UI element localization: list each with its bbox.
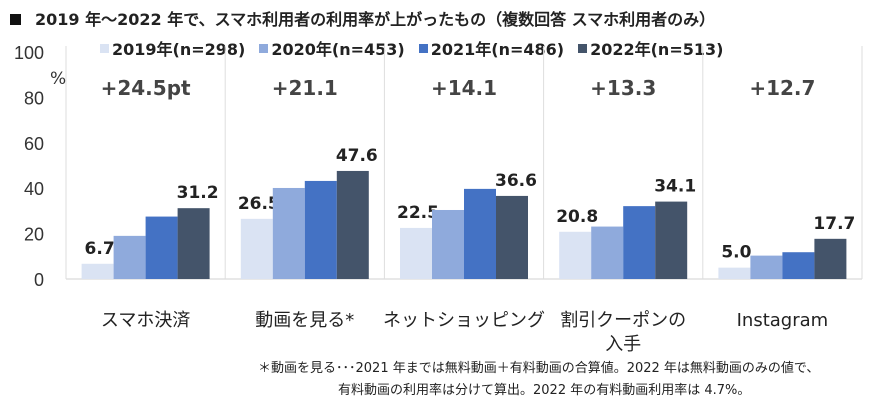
bar	[400, 227, 432, 279]
data-label: 47.6	[336, 146, 378, 166]
legend-item: 2022年(n=513)	[578, 36, 723, 60]
x-tick-label: 入手	[605, 334, 641, 355]
footnote-line-1: ＊動画を見る･･･2021 年までは無料動画＋有料動画の合算値。2022 年は無…	[258, 361, 820, 376]
data-label: 6.7	[85, 239, 115, 259]
y-axis-unit: %	[50, 69, 66, 89]
data-label: 20.8	[556, 207, 598, 227]
legend: 2019年(n=298) 2020年(n=453) 2021年(n=486) 2022…	[100, 36, 723, 60]
bar	[336, 170, 369, 279]
legend-swatch	[578, 43, 588, 53]
bar	[177, 208, 210, 279]
footnote: ＊動画を見る･･･2021 年までは無料動画＋有料動画の合算値。2022 年は無…	[258, 358, 819, 402]
data-label: 5.0	[721, 243, 751, 263]
x-tick-label: スマホ決済	[101, 310, 190, 331]
bar	[304, 180, 337, 279]
bar	[496, 195, 528, 279]
bar	[81, 263, 114, 279]
x-tick-label: Instagram	[737, 310, 829, 331]
legend-label: 2020年(n=453)	[271, 40, 405, 59]
y-tick-label: 0	[34, 270, 44, 290]
x-tick-label: ネットショッピング	[383, 310, 545, 331]
legend-swatch	[100, 43, 109, 53]
data-label: 22.5	[397, 203, 439, 223]
bar	[464, 188, 496, 279]
data-label: 31.2	[177, 183, 219, 203]
legend-label: 2021年(n=486)	[430, 40, 565, 59]
bar	[750, 255, 783, 279]
increase-annotation: +13.3	[590, 76, 656, 100]
x-tick-label: 動画を見る*	[255, 310, 354, 331]
bar	[782, 252, 815, 279]
data-label: 17.7	[813, 214, 855, 234]
y-tick-label: 80	[24, 88, 44, 108]
bar	[591, 226, 624, 279]
x-tick-label: 割引クーポンの	[560, 310, 686, 331]
increase-annotation: +12.7	[749, 76, 815, 100]
chart-title: 2019 年～2022 年で、スマホ利用者の利用率が上がったもの（複数回答 スマ…	[10, 6, 715, 30]
data-label: 34.1	[654, 177, 696, 197]
bar	[432, 209, 464, 279]
footnote-line-2: 有料動画の利用率は分けて算出。2022 年の有料動画利用率は 4.7%。	[338, 383, 751, 398]
data-label: 36.6	[495, 171, 537, 191]
y-tick-label: 40	[24, 179, 44, 199]
bar	[655, 201, 688, 279]
legend-swatch	[259, 43, 269, 53]
legend-item: 2020年(n=453)	[259, 36, 405, 60]
square-bullet-icon	[10, 14, 21, 25]
legend-item: 2019年(n=298)	[100, 36, 245, 60]
increase-annotation: +21.1	[272, 76, 338, 100]
chart-title-text: 2019 年～2022 年で、スマホ利用者の利用率が上がったもの（複数回答 スマ…	[35, 10, 716, 29]
legend-swatch	[418, 43, 428, 53]
bar	[272, 187, 305, 279]
y-tick-label: 100	[14, 43, 44, 63]
legend-item: 2021年(n=486)	[418, 36, 565, 60]
data-label: 26.5	[238, 194, 280, 214]
bar	[145, 216, 178, 279]
legend-label: 2019年(n=298)	[112, 40, 246, 59]
y-tick-label: 20	[24, 225, 44, 245]
bar	[113, 235, 146, 279]
increase-annotation: +24.5pt	[101, 76, 191, 100]
bar	[814, 238, 847, 279]
bar	[240, 218, 273, 279]
y-tick-label: 60	[24, 134, 44, 154]
legend-label: 2022年(n=513)	[590, 40, 724, 59]
bar	[623, 206, 656, 279]
bar	[718, 267, 751, 279]
increase-annotation: +14.1	[431, 76, 497, 100]
bar	[559, 231, 592, 279]
